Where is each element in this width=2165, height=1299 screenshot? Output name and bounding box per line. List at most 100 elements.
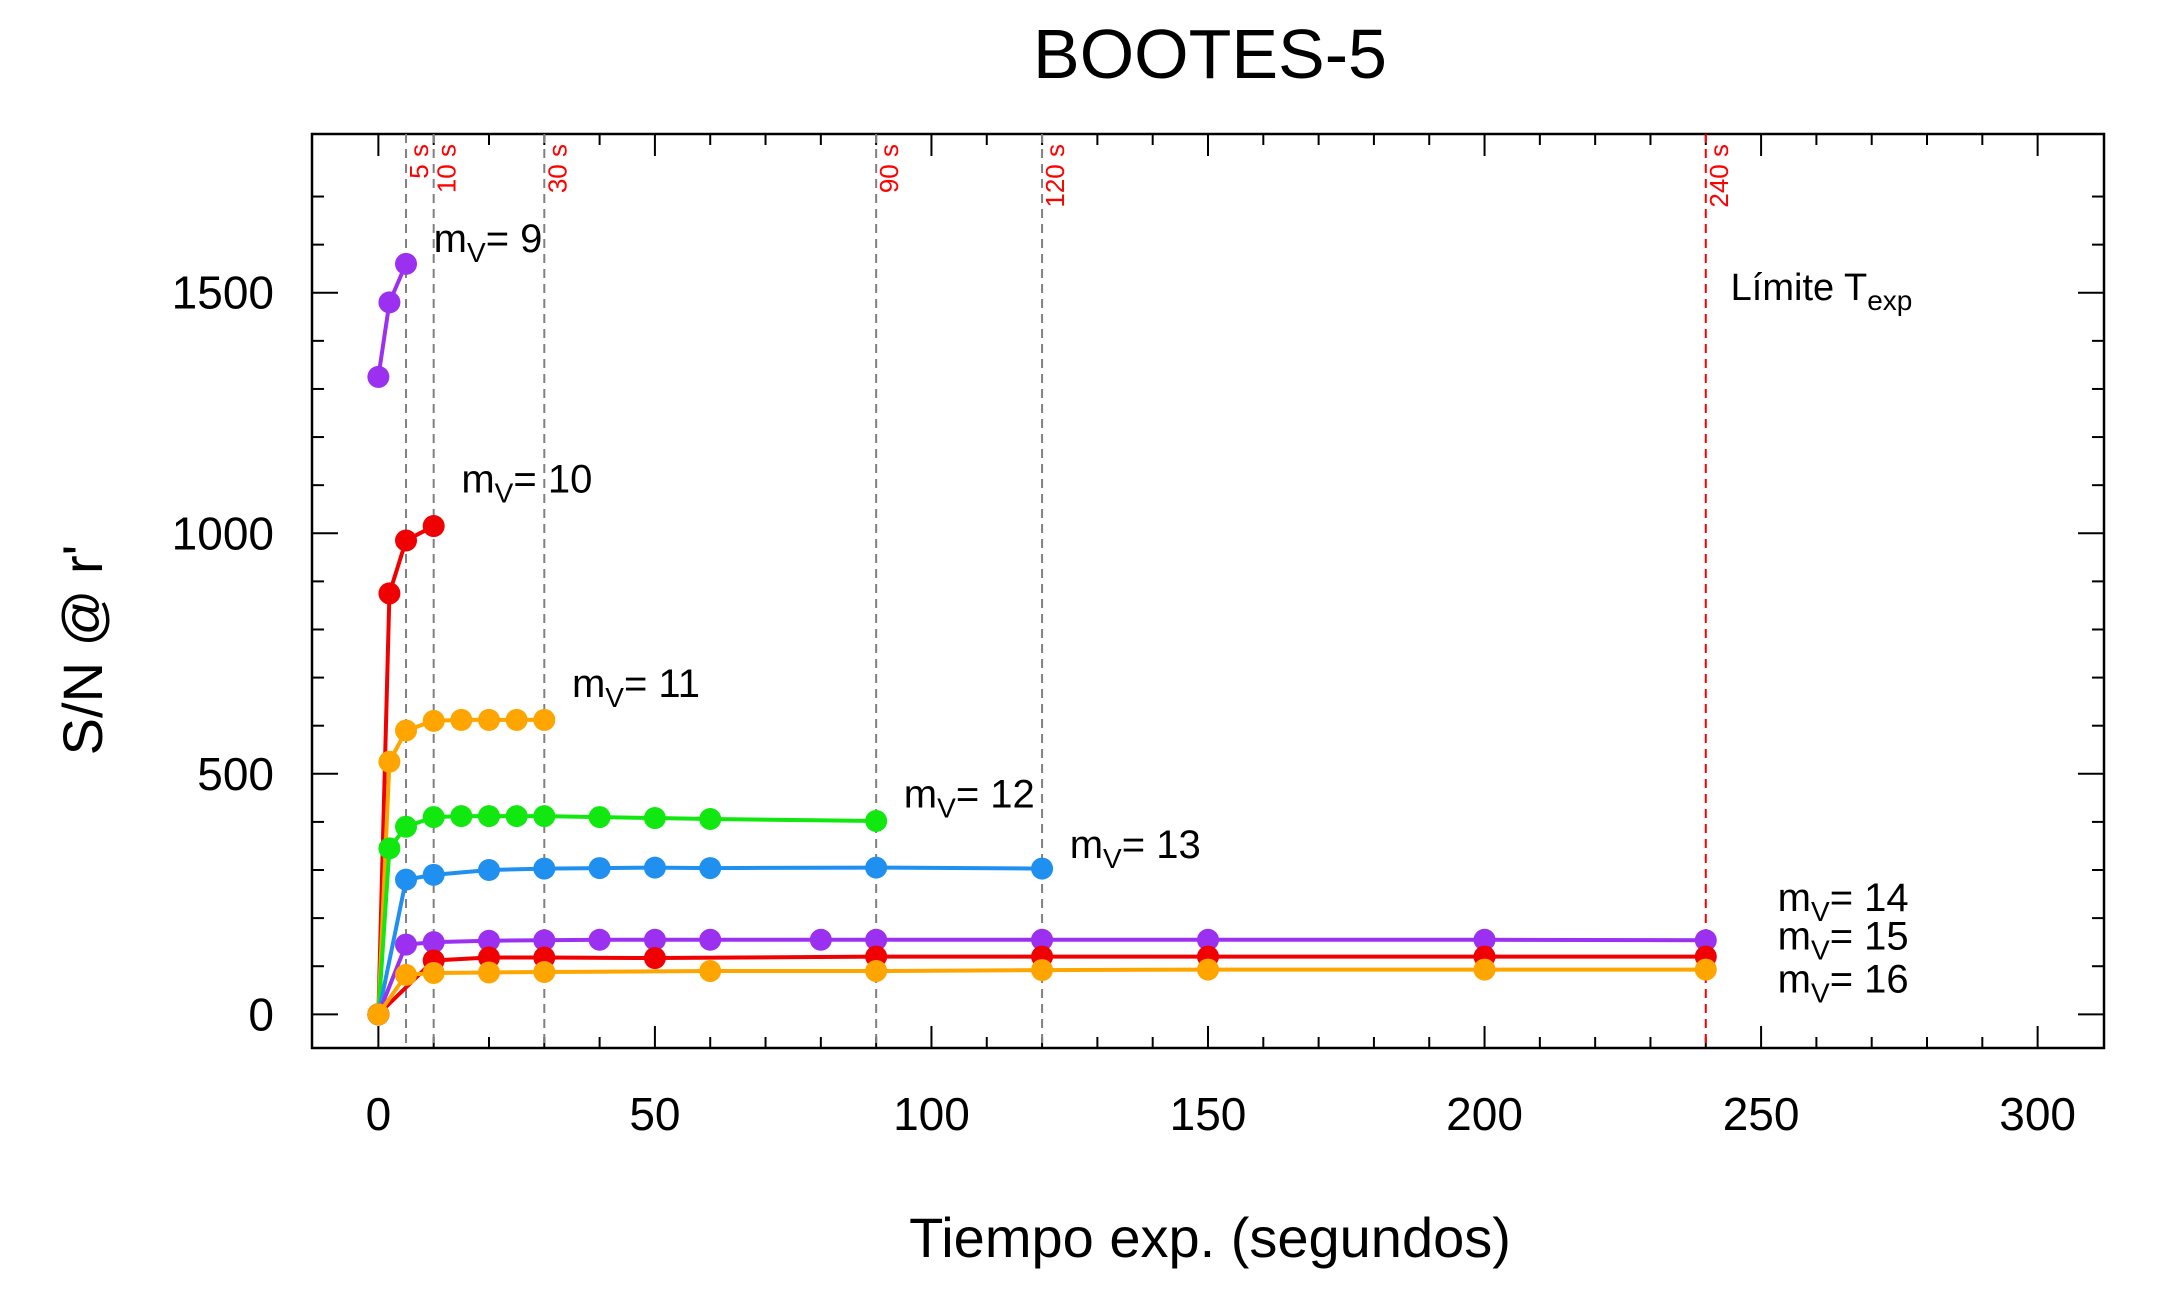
data-point — [643, 807, 666, 830]
data-point — [378, 750, 401, 773]
data-point — [477, 859, 500, 882]
x-tick-label: 100 — [893, 1088, 970, 1140]
data-point — [378, 291, 401, 314]
data-point — [378, 837, 401, 860]
series-3: mV= 12 — [367, 772, 1035, 1026]
series-0: mV= 9 — [367, 217, 542, 388]
data-point — [699, 928, 722, 951]
series-label: mV= 11 — [572, 662, 700, 713]
series-4: mV= 13 — [367, 823, 1201, 1026]
data-point — [477, 929, 500, 952]
series-line — [376, 814, 877, 1015]
series-label: mV= 13 — [1070, 823, 1201, 874]
data-point — [1197, 928, 1219, 951]
series-label: mV= 15 — [1778, 914, 1909, 965]
data-point — [533, 857, 556, 880]
data-point — [395, 252, 418, 275]
series-line — [376, 524, 435, 1015]
x-tick-label: 0 — [366, 1088, 392, 1140]
y-tick-label: 1500 — [172, 267, 274, 319]
data-point — [1197, 958, 1219, 981]
series-label: mV= 10 — [461, 457, 592, 508]
data-point — [1473, 928, 1496, 951]
data-point — [699, 857, 722, 880]
data-point — [422, 709, 445, 732]
data-point — [643, 928, 666, 951]
x-tick-label: 200 — [1446, 1088, 1523, 1140]
data-point — [588, 928, 611, 951]
data-point — [865, 856, 888, 879]
x-tick-label: 50 — [629, 1088, 680, 1140]
limit-annotation: Límite Texp — [1731, 267, 1913, 316]
series-2: mV= 11 — [367, 662, 700, 1026]
data-point — [505, 805, 528, 828]
data-point — [422, 961, 445, 984]
data-point — [395, 719, 418, 742]
data-point — [395, 963, 418, 986]
data-point — [1473, 958, 1496, 981]
data-point — [588, 806, 611, 829]
data-point — [395, 933, 418, 956]
data-point — [395, 815, 418, 838]
data-point — [505, 708, 528, 731]
data-point — [477, 961, 500, 984]
data-point — [422, 515, 445, 538]
data-point — [865, 928, 888, 951]
data-point — [450, 708, 473, 731]
reference-line-label: 90 s — [874, 144, 904, 193]
y-axis-label: S/N @ r' — [51, 545, 114, 756]
data-point — [477, 805, 500, 828]
series-5: mV= 14 — [367, 876, 1909, 1026]
series-label: mV= 14 — [1778, 876, 1909, 927]
series-7: mV= 16 — [367, 958, 1909, 1026]
data-point — [533, 960, 556, 983]
data-point — [477, 708, 500, 731]
data-point — [378, 582, 401, 605]
x-tick-label: 300 — [1999, 1088, 2076, 1140]
reference-line-label: 5 s — [404, 144, 434, 179]
x-tick-label: 250 — [1723, 1088, 1800, 1140]
y-tick-label: 0 — [248, 988, 274, 1040]
data-point — [588, 857, 611, 880]
series-line — [376, 865, 1043, 1015]
data-point — [450, 805, 473, 828]
data-point — [1694, 929, 1717, 952]
data-point — [533, 708, 556, 731]
x-tick-label: 150 — [1170, 1088, 1247, 1140]
data-point — [422, 806, 445, 829]
x-axis-label: Tiempo exp. (segundos) — [909, 1206, 1511, 1269]
data-point — [422, 863, 445, 886]
reference-line-label: 30 s — [542, 144, 572, 193]
data-point — [422, 931, 445, 954]
data-point — [533, 805, 556, 828]
data-point — [395, 529, 418, 552]
y-tick-label: 1000 — [172, 507, 274, 559]
data-point — [395, 868, 418, 891]
y-tick-label: 500 — [197, 748, 274, 800]
data-point — [1694, 958, 1717, 981]
reference-line-label: 10 s — [432, 144, 462, 193]
data-point — [1031, 857, 1054, 880]
data-point — [699, 808, 722, 831]
series-label: mV= 12 — [904, 772, 1035, 823]
series-label: mV= 9 — [434, 217, 543, 268]
series-line — [376, 263, 408, 378]
data-point — [367, 1003, 390, 1026]
data-point — [865, 809, 888, 832]
series-label: mV= 16 — [1778, 958, 1909, 1009]
chart-title: BOOTES-5 — [1033, 15, 1387, 93]
reference-line-label: 120 s — [1040, 144, 1070, 208]
data-point — [809, 928, 832, 951]
reference-line-label: 240 s — [1704, 144, 1734, 208]
data-point — [699, 960, 722, 983]
series-line — [376, 954, 1706, 1016]
data-point — [367, 365, 390, 388]
data-point — [643, 856, 666, 879]
data-point — [865, 960, 888, 983]
data-point — [533, 929, 556, 952]
data-point — [1031, 928, 1054, 951]
data-point — [643, 947, 666, 970]
plot-area: 0 50 100 150 200 250 300 0 500 1000 1500 5 s10 s 30 … — [172, 132, 2106, 1140]
data-point — [1031, 959, 1054, 982]
